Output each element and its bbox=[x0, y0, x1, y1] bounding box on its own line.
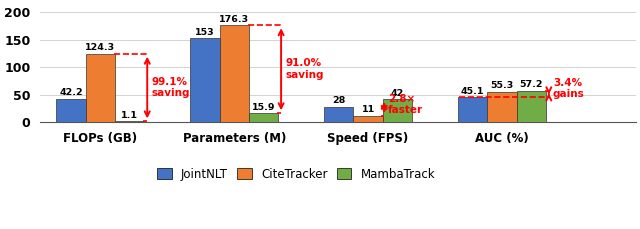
Text: 99.1%
saving: 99.1% saving bbox=[151, 77, 189, 98]
Text: 1.1: 1.1 bbox=[122, 111, 138, 120]
Bar bbox=[353, 116, 383, 122]
Bar bbox=[56, 99, 86, 122]
Bar bbox=[86, 54, 115, 122]
Text: 3.4%
gains: 3.4% gains bbox=[553, 78, 584, 99]
Text: 176.3: 176.3 bbox=[219, 15, 250, 24]
Text: 11: 11 bbox=[362, 106, 375, 114]
Text: 45.1: 45.1 bbox=[461, 87, 484, 96]
Bar bbox=[383, 99, 412, 122]
Bar bbox=[458, 97, 487, 122]
Text: 2.8×
faster: 2.8× faster bbox=[388, 94, 423, 115]
Legend: JointNLT, CiteTracker, MambaTrack: JointNLT, CiteTracker, MambaTrack bbox=[155, 166, 438, 183]
Text: 57.2: 57.2 bbox=[520, 80, 543, 89]
Bar bbox=[487, 92, 516, 122]
Text: 42.2: 42.2 bbox=[59, 88, 83, 97]
Text: 91.0%
saving: 91.0% saving bbox=[285, 58, 324, 80]
Text: 153: 153 bbox=[195, 28, 214, 37]
Text: 15.9: 15.9 bbox=[252, 103, 275, 112]
Bar bbox=[220, 25, 249, 122]
Bar bbox=[249, 113, 278, 122]
Text: 28: 28 bbox=[332, 96, 346, 105]
Text: 55.3: 55.3 bbox=[490, 81, 513, 90]
Text: 124.3: 124.3 bbox=[85, 44, 115, 52]
Bar bbox=[324, 106, 353, 122]
Bar bbox=[516, 90, 546, 122]
Bar bbox=[190, 38, 220, 122]
Text: 42: 42 bbox=[391, 89, 404, 98]
Bar bbox=[115, 121, 145, 122]
